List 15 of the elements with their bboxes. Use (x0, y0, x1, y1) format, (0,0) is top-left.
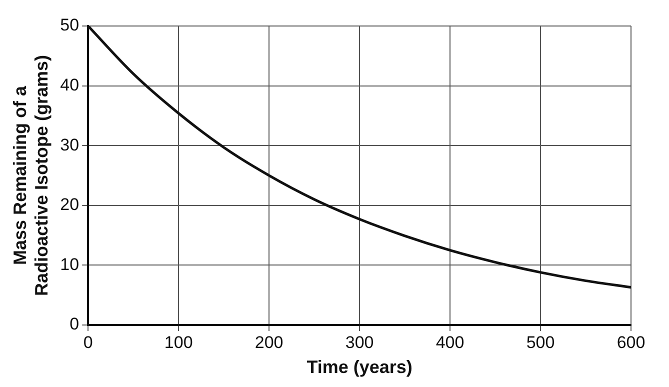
y-tick-label: 0 (70, 314, 80, 334)
y-tick-label: 10 (60, 254, 80, 274)
y-tick-label: 40 (60, 75, 80, 94)
x-tick-label: 0 (83, 332, 93, 352)
y-tick-label: 30 (60, 135, 80, 154)
x-tick-label: 400 (436, 332, 464, 352)
x-tick-label: 600 (616, 332, 646, 352)
y-tick-label: 50 (60, 16, 80, 35)
y-tick-label: 20 (60, 195, 80, 214)
x-tick-label: 300 (345, 332, 374, 352)
x-tick-label: 200 (254, 332, 284, 352)
x-tick-label: 100 (164, 332, 193, 352)
x-tick-label: 500 (526, 332, 555, 352)
x-axis-title: Time (years) (306, 357, 412, 378)
y-axis-title: Mass Remaining of a Radioactive Isotope (grams) (10, 54, 52, 296)
